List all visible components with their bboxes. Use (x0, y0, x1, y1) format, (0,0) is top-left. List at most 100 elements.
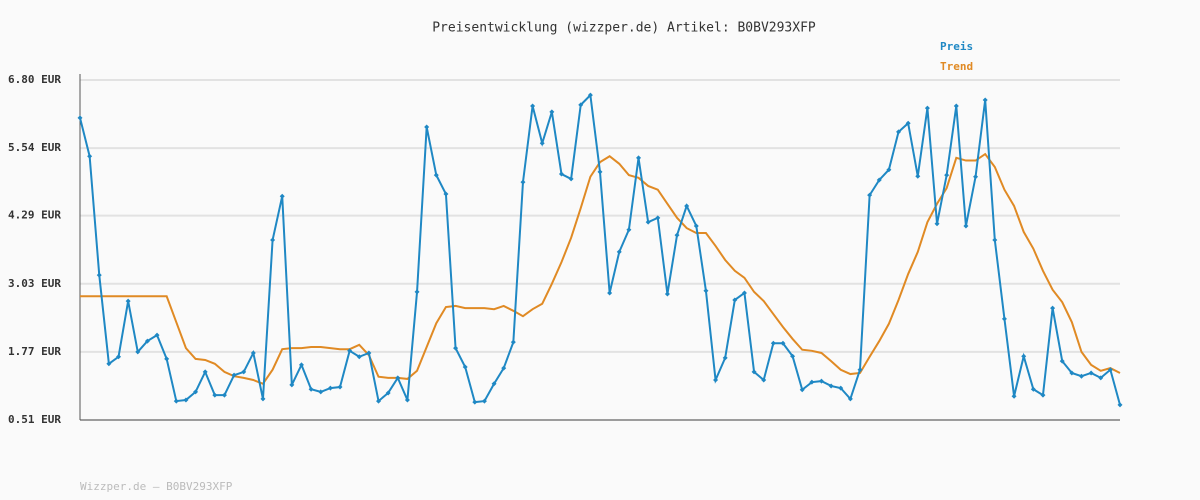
point (520, 179, 526, 185)
point (433, 172, 439, 178)
y-tick-label: 1.77 EUR (8, 345, 61, 358)
y-tick-label: 5.54 EUR (8, 141, 61, 154)
point (876, 177, 882, 183)
point (867, 192, 873, 198)
point (741, 290, 747, 296)
point (905, 120, 911, 126)
point (1069, 370, 1075, 376)
point (116, 354, 122, 360)
point (327, 385, 333, 391)
point (973, 174, 979, 180)
point (992, 237, 998, 243)
point (298, 362, 304, 368)
point (847, 396, 853, 402)
point (790, 353, 796, 359)
point (385, 390, 391, 396)
point (443, 191, 449, 197)
point (645, 219, 651, 225)
point (886, 167, 892, 173)
point (616, 249, 622, 255)
point (231, 372, 237, 378)
point (241, 369, 247, 375)
point (202, 369, 208, 375)
point (915, 173, 921, 179)
point (780, 340, 786, 346)
point (144, 338, 150, 344)
point (703, 288, 709, 294)
point (578, 102, 584, 108)
point (1001, 316, 1007, 322)
point (270, 237, 276, 243)
point (250, 350, 256, 356)
point (1011, 393, 1017, 399)
y-tick-label: 6.80 EUR (8, 73, 61, 86)
point (260, 396, 266, 402)
point (539, 140, 545, 146)
point (1078, 373, 1084, 379)
point (828, 383, 834, 389)
legend-entry: Preis (940, 40, 973, 53)
point (366, 350, 372, 356)
point (414, 289, 420, 295)
point (809, 379, 815, 385)
point (501, 365, 507, 371)
point (491, 381, 497, 387)
point (558, 171, 564, 177)
point (597, 169, 603, 175)
point (135, 349, 141, 355)
y-tick-label: 0.51 EUR (8, 413, 61, 426)
point (1107, 367, 1113, 373)
point (1040, 392, 1046, 398)
point (674, 232, 680, 238)
point (982, 97, 988, 103)
point (636, 155, 642, 161)
y-tick-label: 3.03 EUR (8, 277, 61, 290)
point (424, 124, 430, 130)
point (944, 172, 950, 178)
point (857, 367, 863, 373)
point (164, 356, 170, 362)
legend-entry: Trend (940, 60, 973, 73)
point (761, 377, 767, 383)
point (87, 153, 93, 159)
point (530, 103, 536, 109)
point (1050, 305, 1056, 311)
point (568, 176, 574, 182)
y-tick-label: 4.29 EUR (8, 209, 61, 222)
point (896, 129, 902, 135)
point (664, 291, 670, 297)
point (626, 227, 632, 233)
point (212, 392, 218, 398)
point (77, 115, 83, 121)
point (587, 92, 593, 98)
point (106, 361, 112, 367)
footer: Wizzper.de – B0BV293XFP (80, 480, 233, 493)
point (953, 103, 959, 109)
point (318, 389, 324, 395)
point (125, 298, 131, 304)
point (376, 398, 382, 404)
point (684, 203, 690, 209)
point (963, 223, 969, 229)
point (607, 290, 613, 296)
point (924, 105, 930, 111)
point (337, 384, 343, 390)
point (549, 109, 555, 115)
point (770, 340, 776, 346)
point (1117, 402, 1123, 408)
point (1059, 358, 1065, 364)
point (453, 345, 459, 351)
point (472, 399, 478, 405)
point (751, 369, 757, 375)
point (221, 392, 227, 398)
point (462, 364, 468, 370)
point (799, 387, 805, 393)
point (693, 223, 699, 229)
point (934, 221, 940, 227)
point (395, 375, 401, 381)
point (818, 378, 824, 384)
chart-title: Preisentwicklung (wizzper.de) Artikel: B… (432, 21, 816, 36)
point (481, 398, 487, 404)
